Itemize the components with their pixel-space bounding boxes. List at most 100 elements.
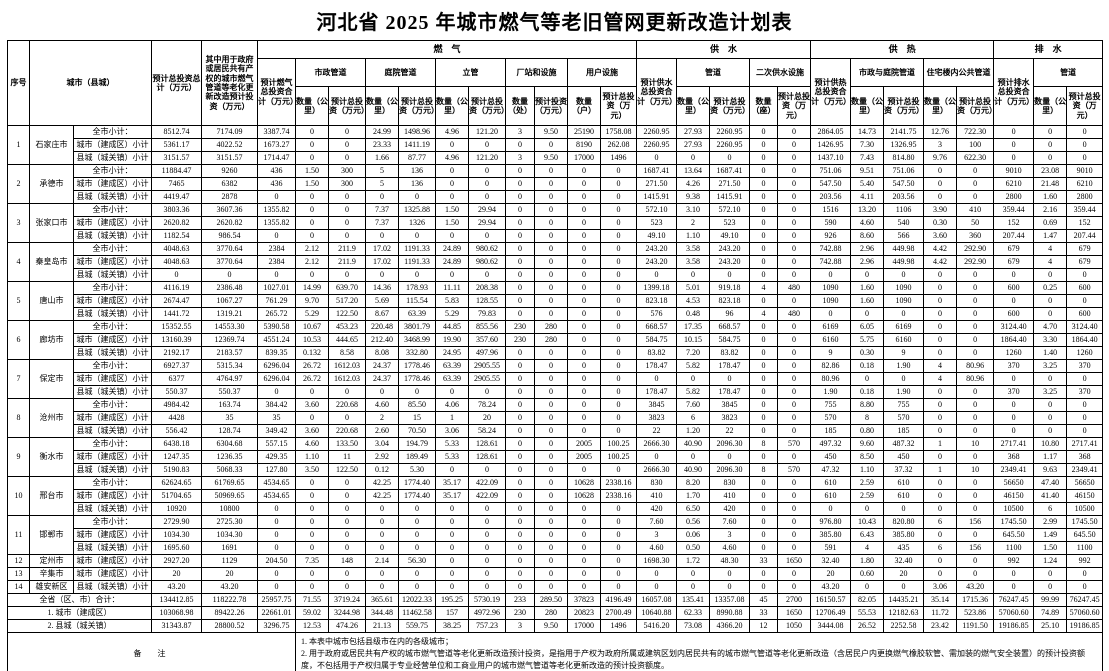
table-cell: 0 [956,567,995,581]
table-cell: 0 [435,515,469,529]
table-cell: 29.94 [468,216,506,230]
table-cell: 9.60 [850,437,885,451]
table-cell: 6.43 [850,528,885,542]
table-cell: 2260.95 [709,138,750,152]
table-cell: 0 [365,502,399,516]
table-cell: 1516 [810,203,852,217]
table-cell: 0 [567,255,601,269]
column-header: 住宅楼内公共管道 [923,58,995,87]
table-cell: 1106 [883,203,925,217]
table-cell: 1090 [883,281,925,295]
table-cell: 0 [600,333,637,347]
table-cell: 6210 [993,177,1035,191]
table-cell: 0 [1033,398,1068,412]
row-label: 县城（城关镇）小计 [73,424,152,438]
table-cell: 289.50 [534,593,568,607]
table-cell: 1.90 [810,385,852,399]
row-label: 县城（城关镇）小计 [73,541,152,555]
table-cell: 0 [600,515,637,529]
table-cell: 4 [923,359,958,373]
table-cell: 591 [810,541,852,555]
table-cell: 359.44 [1066,203,1104,217]
table-cell: 9010 [993,164,1035,178]
table-cell: 9 [883,346,925,360]
table-cell: 0 [1033,138,1068,152]
table-cell: 7.35 [295,554,329,568]
table-cell: 0 [676,151,710,165]
table-cell: 96 [709,307,750,321]
table-cell: 0 [567,242,601,256]
table-cell: 211.9 [328,242,366,256]
table-row: 城市（建成区）小计 51704.65 50969.65 4534.65 0 0 42.25 1… [8,489,1104,503]
table-cell: 0 [567,164,601,178]
table-cell: 6160 [810,333,852,347]
table-cell: 0.12 [365,463,399,477]
table-cell: 0 [923,450,958,464]
row-label: 城市（建成区）小计 [73,489,152,503]
table-cell: 83.82 [709,346,750,360]
table-cell: 0 [1066,372,1104,386]
table-cell: 32.40 [883,554,925,568]
table-cell: 839.35 [257,346,296,360]
row-label: 县城（城关镇）小计 [73,151,152,165]
table-cell: 0 [567,268,601,282]
table-cell: 0 [749,515,778,529]
table-cell: 37823 [567,593,601,607]
table-cell: 62624.65 [151,476,202,490]
table-cell: 1.90 [883,385,925,399]
table-cell: 10.53 [295,333,329,347]
table-cell: 0 [567,281,601,295]
row-label: 县城（城关镇）小计 [73,190,152,204]
table-cell: 2.99 [1033,515,1068,529]
table-cell: 4.42 [923,255,958,269]
table-cell: 243.20 [636,242,677,256]
table-cell: 44.85 [435,320,469,334]
table-cell: 1100 [993,541,1035,555]
table-cell: 61769.65 [201,476,258,490]
table-cell: 243.20 [709,242,750,256]
table-cell: 0 [1033,294,1068,308]
table-cell: 3.90 [923,203,958,217]
table-cell: 0 [505,476,535,490]
table-cell: 292.90 [956,242,995,256]
table-cell: 89422.26 [201,606,258,620]
row-label: 城市（建成区）小计 [73,138,152,152]
city-name: 承德市 [29,164,74,204]
table-cell: 0 [600,502,637,516]
table-cell: 4.60 [709,541,750,555]
table-cell: 4048.63 [151,255,202,269]
table-cell: 550.37 [151,385,202,399]
table-cell: 474.26 [328,619,366,633]
table-cell: 1650 [776,554,812,568]
table-cell: 1034.30 [201,528,258,542]
table-cell: 0 [993,411,1035,425]
table-cell: 152 [993,216,1035,230]
table-cell: 0 [398,567,436,581]
table-cell: 6169 [883,320,925,334]
table-cell: 0 [435,138,469,152]
table-cell: 12369.74 [201,333,258,347]
table-cell: 23.42 [923,619,958,633]
table-cell: 5.69 [365,294,399,308]
row-label: 全市小计： [73,515,152,529]
table-cell: 12022.33 [398,593,436,607]
table-cell: 4.06 [435,398,469,412]
table-cell: 0 [749,528,778,542]
table-cell: 58.24 [468,424,506,438]
table-cell: 5190.83 [151,463,202,477]
table-cell: 0 [749,346,778,360]
table-cell: 0 [776,203,812,217]
table-cell: 0 [468,567,506,581]
table-cell: 0 [505,567,535,581]
table-cell: 19186.85 [993,619,1035,633]
table-cell: 5.33 [435,437,469,451]
table-cell: 0 [534,255,568,269]
table-cell: 1687.41 [709,164,750,178]
table-cell: 17.02 [365,242,399,256]
table-cell: 1.70 [676,489,710,503]
table-cell: 3387.74 [257,125,296,139]
table-cell: 0 [749,567,778,581]
table-cell: 35.14 [923,593,958,607]
table-cell: 280 [534,606,568,620]
table-cell: 0 [923,177,958,191]
